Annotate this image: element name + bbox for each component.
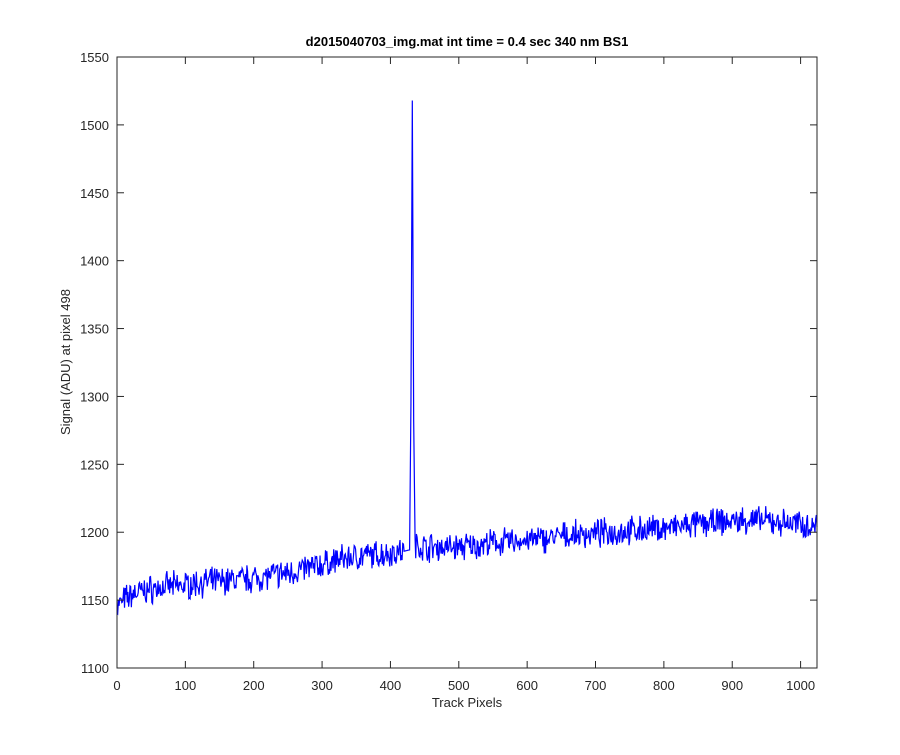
chart-title: d2015040703_img.mat int time = 0.4 sec 3… (306, 34, 629, 49)
y-tick-label: 1500 (80, 118, 109, 133)
y-tick-label: 1250 (80, 457, 109, 472)
y-tick-label: 1450 (80, 186, 109, 201)
axis-ticks: 0 100 200 300 400 500 600 700 800 900 1000 1100 1150… (80, 50, 817, 693)
y-axis-label: Signal (ADU) at pixel 498 (58, 289, 73, 435)
x-tick-label: 800 (653, 678, 675, 693)
x-tick-label: 200 (243, 678, 265, 693)
x-tick-label: 700 (585, 678, 607, 693)
x-tick-label: 100 (175, 678, 197, 693)
y-tick-label: 1400 (80, 254, 109, 269)
y-tick-label: 1200 (80, 525, 109, 540)
x-tick-label: 300 (311, 678, 333, 693)
series-line (116, 100, 818, 616)
y-tick-label: 1550 (80, 50, 109, 65)
x-tick-label: 1000 (786, 678, 815, 693)
y-tick-label: 1350 (80, 322, 109, 337)
axes-box (116, 56, 818, 669)
x-tick-label: 600 (516, 678, 538, 693)
x-tick-label: 0 (113, 678, 120, 693)
x-tick-label: 400 (380, 678, 402, 693)
x-axis-label: Track Pixels (432, 695, 503, 710)
y-tick-label: 1100 (81, 661, 109, 676)
y-tick-label: 1150 (81, 593, 109, 608)
y-tick-label: 1300 (80, 389, 109, 404)
x-tick-label: 500 (448, 678, 470, 693)
plot-area (116, 100, 818, 616)
x-tick-label: 900 (721, 678, 743, 693)
